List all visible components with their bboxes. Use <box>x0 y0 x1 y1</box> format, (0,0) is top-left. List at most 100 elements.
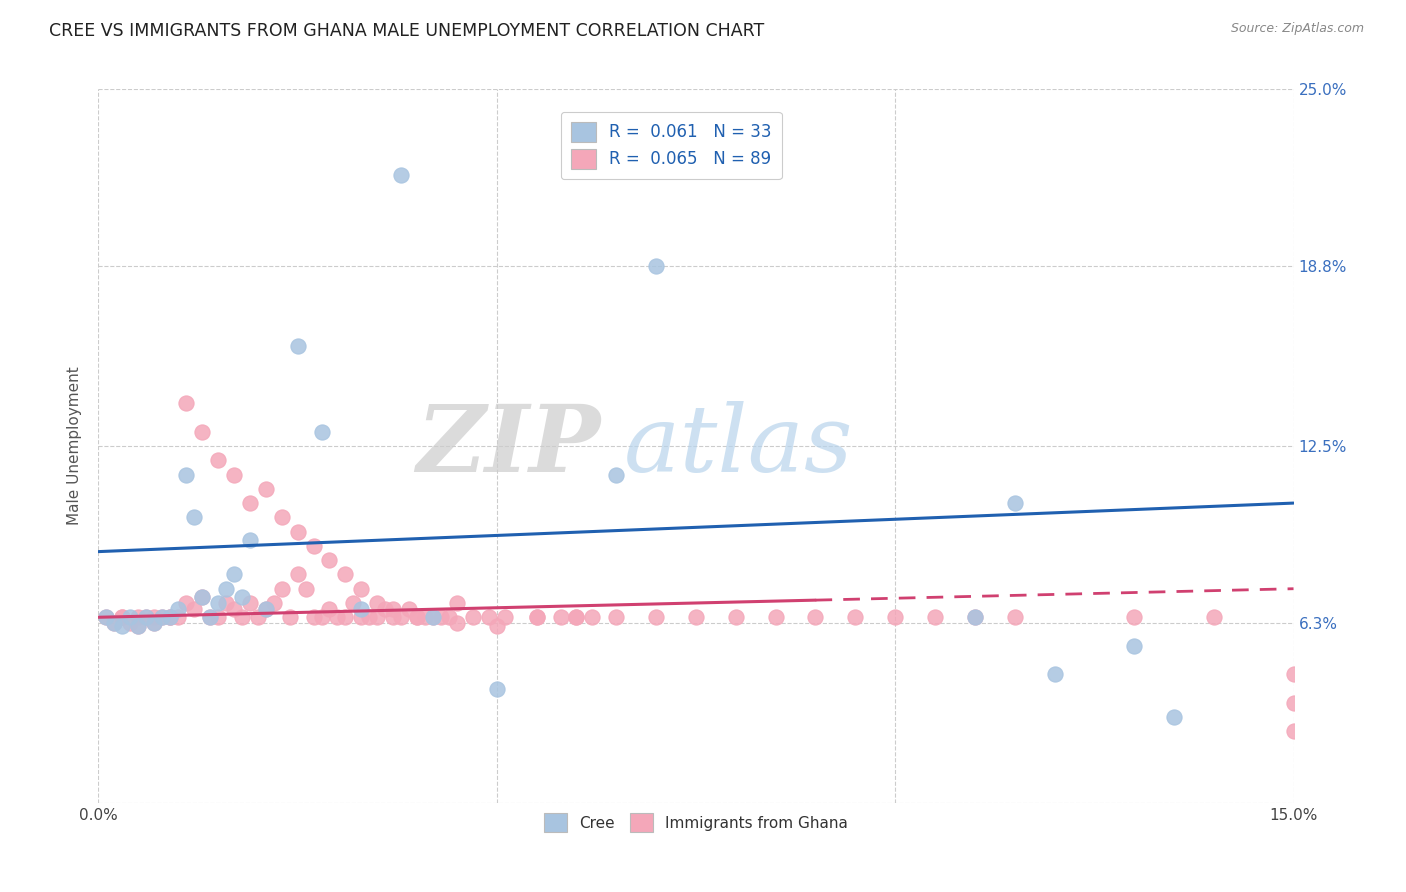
Point <box>398 601 420 615</box>
Point <box>207 596 229 610</box>
Point <box>263 596 285 610</box>
Point <box>191 591 214 605</box>
Point <box>430 610 453 624</box>
Point <box>222 467 245 482</box>
Point <box>239 533 262 548</box>
Point <box>222 601 245 615</box>
Point <box>127 619 149 633</box>
Point <box>406 610 429 624</box>
Point <box>143 615 166 630</box>
Point <box>963 610 986 624</box>
Text: CREE VS IMMIGRANTS FROM GHANA MALE UNEMPLOYMENT CORRELATION CHART: CREE VS IMMIGRANTS FROM GHANA MALE UNEMP… <box>49 22 765 40</box>
Point <box>159 610 181 624</box>
Point <box>287 567 309 582</box>
Point <box>311 610 333 624</box>
Point <box>207 453 229 467</box>
Point <box>446 615 468 630</box>
Point <box>191 591 214 605</box>
Point <box>174 396 197 410</box>
Point <box>1163 710 1185 724</box>
Point <box>111 610 134 624</box>
Point <box>270 510 292 524</box>
Point <box>103 615 125 630</box>
Point <box>278 610 301 624</box>
Point <box>231 610 253 624</box>
Point <box>302 610 325 624</box>
Point <box>685 610 707 624</box>
Text: Source: ZipAtlas.com: Source: ZipAtlas.com <box>1230 22 1364 36</box>
Point <box>350 610 373 624</box>
Point <box>1202 610 1225 624</box>
Point <box>1123 639 1146 653</box>
Point <box>239 496 262 510</box>
Point <box>143 615 166 630</box>
Point <box>406 610 429 624</box>
Point <box>526 610 548 624</box>
Point <box>366 610 388 624</box>
Point <box>150 610 173 624</box>
Point <box>120 610 142 624</box>
Point <box>366 596 388 610</box>
Point <box>96 610 118 624</box>
Point <box>198 610 221 624</box>
Point <box>135 610 157 624</box>
Point <box>111 610 134 624</box>
Point <box>1123 610 1146 624</box>
Point <box>302 539 325 553</box>
Point <box>167 601 190 615</box>
Point <box>1282 667 1305 681</box>
Point <box>1004 610 1026 624</box>
Point <box>127 610 149 624</box>
Point <box>215 582 238 596</box>
Point <box>1282 724 1305 739</box>
Point <box>111 619 134 633</box>
Point <box>437 610 460 624</box>
Point <box>270 582 292 596</box>
Point <box>215 596 238 610</box>
Point <box>222 567 245 582</box>
Point <box>159 610 181 624</box>
Point <box>254 601 277 615</box>
Text: atlas: atlas <box>624 401 853 491</box>
Point <box>526 610 548 624</box>
Point <box>1043 667 1066 681</box>
Point <box>294 582 316 596</box>
Point <box>963 610 986 624</box>
Point <box>645 259 668 273</box>
Point <box>183 510 205 524</box>
Point <box>924 610 946 624</box>
Point <box>231 591 253 605</box>
Point <box>183 601 205 615</box>
Point <box>127 619 149 633</box>
Y-axis label: Male Unemployment: Male Unemployment <box>67 367 83 525</box>
Point <box>318 601 340 615</box>
Point <box>174 596 197 610</box>
Point <box>191 425 214 439</box>
Point <box>844 610 866 624</box>
Point <box>550 610 572 624</box>
Point <box>96 610 118 624</box>
Text: ZIP: ZIP <box>416 401 600 491</box>
Point <box>103 615 125 630</box>
Point <box>350 582 373 596</box>
Point <box>389 610 412 624</box>
Point <box>254 482 277 496</box>
Point <box>159 610 181 624</box>
Point <box>382 601 405 615</box>
Legend: Cree, Immigrants from Ghana: Cree, Immigrants from Ghana <box>538 807 853 838</box>
Point <box>446 596 468 610</box>
Point <box>318 553 340 567</box>
Point <box>207 610 229 624</box>
Point <box>645 610 668 624</box>
Point <box>422 610 444 624</box>
Point <box>326 610 349 624</box>
Point <box>311 425 333 439</box>
Point <box>1004 496 1026 510</box>
Point <box>287 339 309 353</box>
Point <box>150 610 173 624</box>
Point <box>565 610 588 624</box>
Point <box>605 467 627 482</box>
Point <box>342 596 364 610</box>
Point <box>565 610 588 624</box>
Point <box>413 610 436 624</box>
